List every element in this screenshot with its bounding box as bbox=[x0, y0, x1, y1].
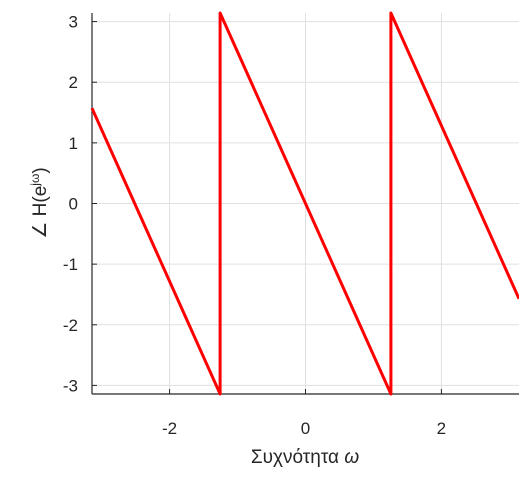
y-tick-label: 2 bbox=[69, 73, 78, 92]
y-tick-labels: -3 -2 -1 0 1 2 3 bbox=[63, 13, 78, 396]
y-tick-label: 3 bbox=[69, 13, 78, 32]
axes-frame bbox=[91, 13, 519, 395]
y-tick-label: 0 bbox=[69, 195, 78, 214]
x-tick-label: 0 bbox=[301, 419, 310, 438]
phase-series-line bbox=[90, 11, 519, 396]
x-tick-labels: -2 0 2 bbox=[162, 419, 446, 438]
x-tick-label: -2 bbox=[162, 419, 177, 438]
y-tick-label: -2 bbox=[63, 316, 78, 335]
series-group bbox=[90, 11, 519, 396]
y-axis-label: ∠ H(ejω) bbox=[28, 167, 51, 238]
y-tick-label: 1 bbox=[69, 134, 78, 153]
y-tick-label: -3 bbox=[63, 376, 78, 395]
x-tick-label: 2 bbox=[437, 419, 446, 438]
x-axis-label: Συχνότητα ω bbox=[251, 447, 359, 468]
y-tick-label: -1 bbox=[63, 255, 78, 274]
